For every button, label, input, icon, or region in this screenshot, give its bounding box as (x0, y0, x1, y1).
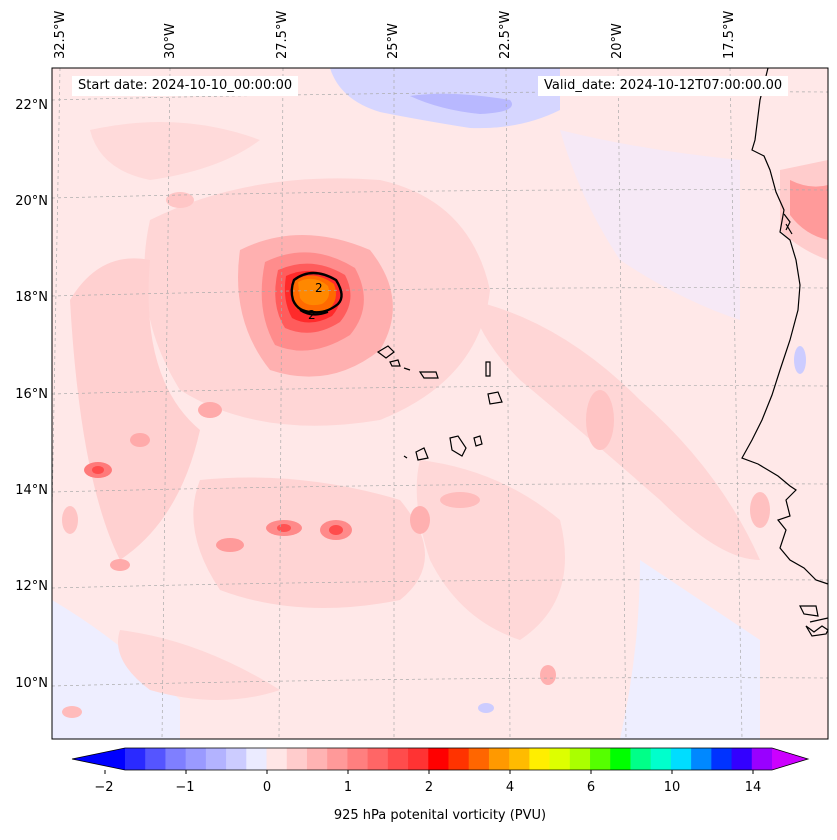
colorbar-segment (347, 748, 369, 770)
colorbar-segment (428, 748, 449, 770)
colorbar-segment (226, 748, 247, 770)
colorbar-segment (711, 748, 733, 770)
colorbar-segment (670, 748, 692, 770)
colorbar-segment (125, 748, 146, 770)
colorbar-segment (286, 748, 308, 770)
colorbar-segment (145, 748, 166, 770)
longitude-label: 20°W (610, 23, 625, 59)
colorbar-tick-label: 14 (744, 780, 762, 795)
colorbar-segment (650, 748, 672, 770)
colorbar-segment (205, 748, 227, 770)
colorbar-segment (387, 748, 409, 770)
latitude-label: 16°N (15, 387, 48, 402)
latitude-label: 10°N (15, 676, 48, 691)
colorbar-extend-min (72, 748, 125, 770)
colorbar-tick-label: 2 (424, 780, 434, 795)
colorbar-segment (448, 748, 470, 770)
colorbar-segment (509, 748, 530, 770)
colorbar-tick-label: 4 (505, 780, 515, 795)
colorbar-segment (246, 748, 268, 770)
colorbar-tick-label: 10 (663, 780, 681, 795)
colorbar-tick-label: −1 (175, 780, 195, 795)
colorbar-segment (185, 748, 207, 770)
colorbar-segment (590, 748, 611, 770)
latitude-label: 20°N (15, 194, 48, 209)
colorbar-segment (691, 748, 712, 770)
colorbar-label: 925 hPa potenital vorticity (PVU) (333, 808, 547, 823)
colorbar-segment (610, 748, 631, 770)
longitude-label: 22.5°W (498, 10, 513, 59)
longitude-label: 17.5°W (722, 10, 737, 59)
colorbar-tick-label: −2 (94, 780, 114, 795)
colorbar-segment (266, 748, 288, 770)
longitude-label: 32.5°W (53, 10, 68, 59)
colorbar-outline (71, 747, 810, 771)
colorbar-extend-max (772, 748, 808, 770)
latitude-label: 14°N (15, 483, 48, 498)
colorbar-tick-label: 6 (586, 780, 596, 795)
latitude-label: 18°N (15, 290, 48, 305)
colorbar-segment (468, 748, 490, 770)
latitude-label: 22°N (15, 98, 48, 113)
colorbar-segment (731, 748, 753, 770)
colorbar-segment (549, 748, 571, 770)
contour-label: 2 (315, 281, 323, 295)
colorbar-segment (488, 748, 510, 770)
colorbar-segment (367, 748, 389, 770)
latitude-label: 12°N (15, 579, 48, 594)
colorbar-segment (529, 748, 551, 770)
start-date: Start date: 2024-10-10_00:00:00 (72, 76, 299, 96)
map-frame (51, 67, 829, 740)
longitude-label: 25°W (386, 23, 401, 59)
colorbar-segment (630, 748, 652, 770)
pv-contour: 2 2 (290, 271, 343, 322)
colorbar-segment (569, 748, 591, 770)
colorbar-tick-label: 0 (262, 780, 272, 795)
colorbar (71, 747, 810, 774)
colorbar-segment (165, 748, 187, 770)
pv-field (52, 68, 828, 739)
longitude-label: 30°W (163, 23, 178, 59)
colorbar-segment (306, 748, 328, 770)
colorbar-segment (751, 748, 773, 770)
cape-verde-islands (376, 345, 503, 461)
colorbar-segment (327, 748, 348, 770)
contour-label: 2 (308, 308, 316, 322)
valid-date: Valid_date: 2024-10-12T07:00:00.00 (538, 76, 789, 96)
gridlines (52, 68, 828, 739)
colorbar-segment (408, 748, 429, 770)
colorbar-tick-label: 1 (343, 780, 353, 795)
longitude-label: 27.5°W (275, 10, 290, 59)
